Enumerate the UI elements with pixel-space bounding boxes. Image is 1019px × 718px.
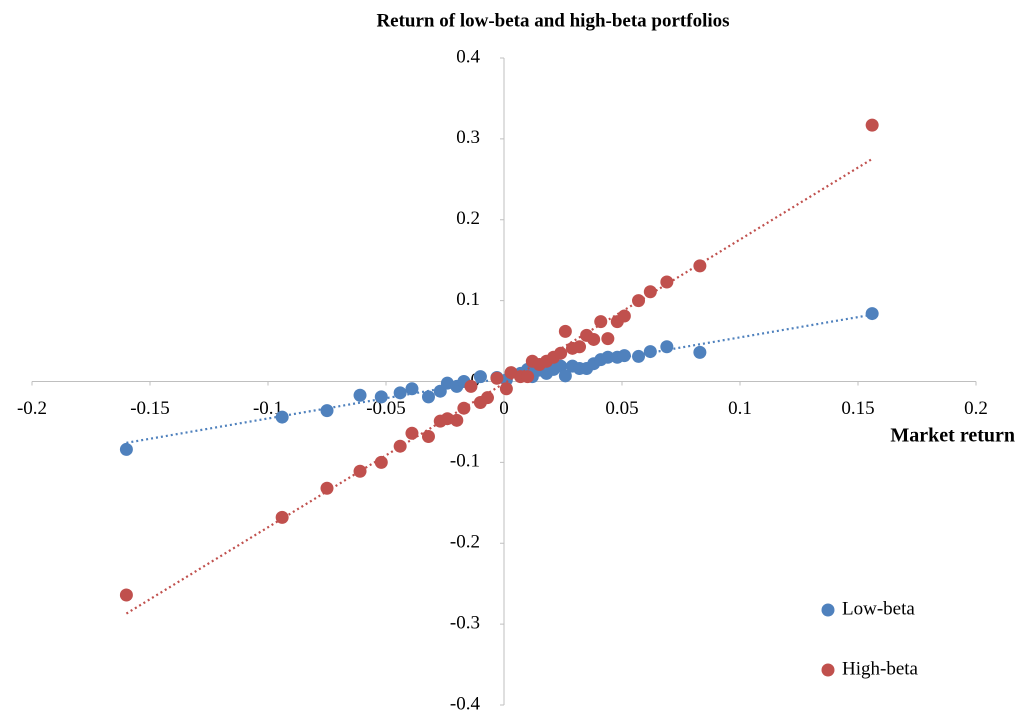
point	[393, 386, 407, 400]
y-tick-label: 0.4	[456, 46, 480, 67]
point	[693, 345, 707, 359]
point	[275, 410, 289, 424]
point	[554, 359, 568, 373]
point	[632, 294, 646, 308]
point	[275, 510, 289, 524]
point	[421, 429, 435, 443]
x-tick-label: 0.15	[841, 398, 874, 419]
point	[617, 309, 631, 323]
point	[499, 382, 513, 396]
point	[693, 259, 707, 273]
point	[594, 315, 608, 329]
point	[450, 413, 464, 427]
point	[119, 588, 133, 602]
point	[865, 307, 879, 321]
point	[393, 439, 407, 453]
y-tick-label: -0.4	[450, 693, 481, 714]
trendline	[126, 313, 873, 444]
y-tick-label: 0.3	[456, 127, 480, 148]
point	[405, 382, 419, 396]
x-tick-label: 0.1	[728, 398, 752, 419]
point	[421, 390, 435, 404]
point	[320, 481, 334, 495]
point	[374, 390, 388, 404]
point	[464, 379, 478, 393]
x-tick-label: 0	[499, 398, 509, 419]
y-tick-label: -0.2	[450, 532, 480, 553]
chart-title: Return of low-beta and high-beta portfol…	[376, 10, 729, 31]
point	[660, 275, 674, 289]
y-tick-label: 0.1	[456, 289, 480, 310]
point	[573, 340, 587, 354]
x-tick-label: 0.2	[964, 398, 988, 419]
y-tick-label: -0.1	[450, 451, 480, 472]
point	[473, 370, 487, 384]
point	[617, 349, 631, 363]
point	[405, 426, 419, 440]
point	[457, 401, 471, 415]
point	[643, 345, 657, 359]
x-tick-label: 0.05	[605, 398, 638, 419]
point	[353, 464, 367, 478]
point	[587, 332, 601, 346]
x-axis-title: Market return	[890, 425, 1015, 447]
point	[865, 118, 879, 132]
legend-marker	[821, 603, 835, 617]
point	[558, 369, 572, 383]
point	[632, 349, 646, 363]
point	[374, 455, 388, 469]
point	[490, 371, 504, 385]
x-tick-label: -0.1	[253, 398, 283, 419]
legend-label: Low-beta	[842, 598, 915, 619]
point	[320, 404, 334, 418]
x-tick-label: -0.15	[130, 398, 170, 419]
y-tick-label: -0.3	[450, 612, 480, 633]
point	[660, 340, 674, 354]
point	[558, 324, 572, 338]
point	[601, 350, 615, 364]
point	[353, 388, 367, 402]
point	[119, 442, 133, 456]
point	[521, 370, 535, 384]
point	[643, 285, 657, 299]
legend-marker	[821, 663, 835, 677]
trendline	[125, 158, 873, 615]
x-tick-label: -0.2	[17, 398, 47, 419]
legend-label: High-beta	[842, 658, 919, 679]
y-tick-label: 0.2	[456, 208, 480, 229]
point	[554, 346, 568, 360]
x-tick-label: -0.05	[366, 398, 406, 419]
point	[480, 391, 494, 405]
point	[601, 332, 615, 346]
